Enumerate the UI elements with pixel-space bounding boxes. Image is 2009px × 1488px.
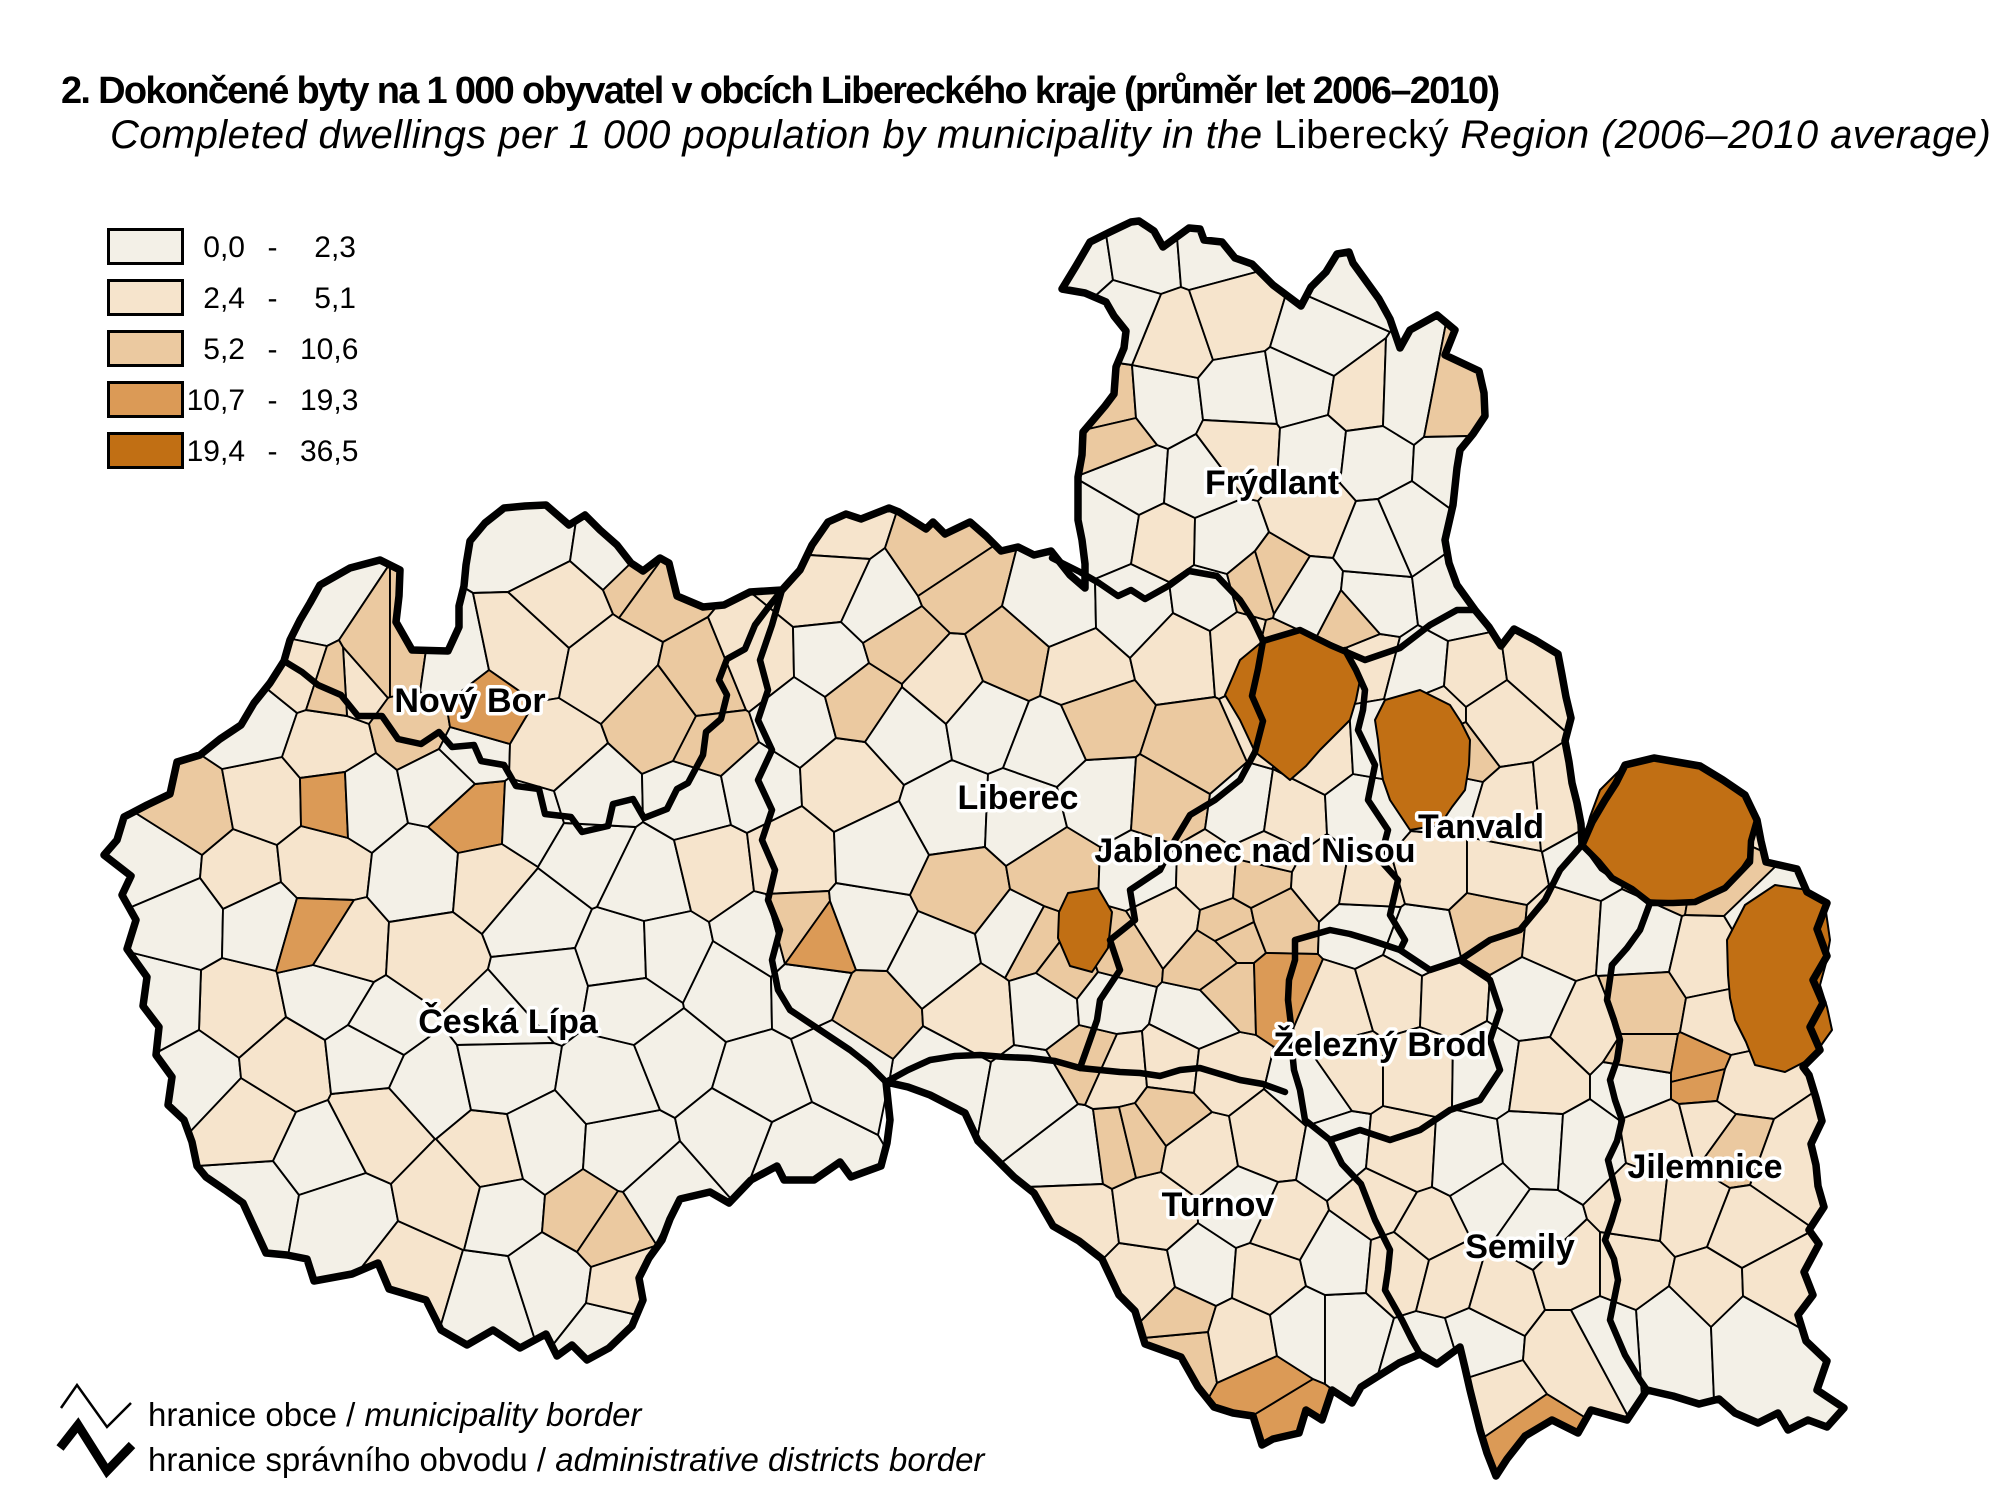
svg-text:Česká Lípa: Česká Lípa xyxy=(418,1002,599,1041)
svg-text:Jilemnice: Jilemnice xyxy=(1628,1148,1783,1186)
svg-text:Nový Bor: Nový Bor xyxy=(394,682,545,720)
svg-text:Tanvald: Tanvald xyxy=(1418,808,1544,846)
svg-text:Semily: Semily xyxy=(1465,1228,1575,1266)
svg-text:Jablonec nad Nisou: Jablonec nad Nisou xyxy=(1094,832,1415,870)
svg-text:Turnov: Turnov xyxy=(1162,1186,1275,1224)
svg-text:Železný Brod: Železný Brod xyxy=(1273,1026,1486,1064)
svg-text:Frýdlant: Frýdlant xyxy=(1205,464,1339,502)
svg-text:Liberec: Liberec xyxy=(958,779,1079,817)
